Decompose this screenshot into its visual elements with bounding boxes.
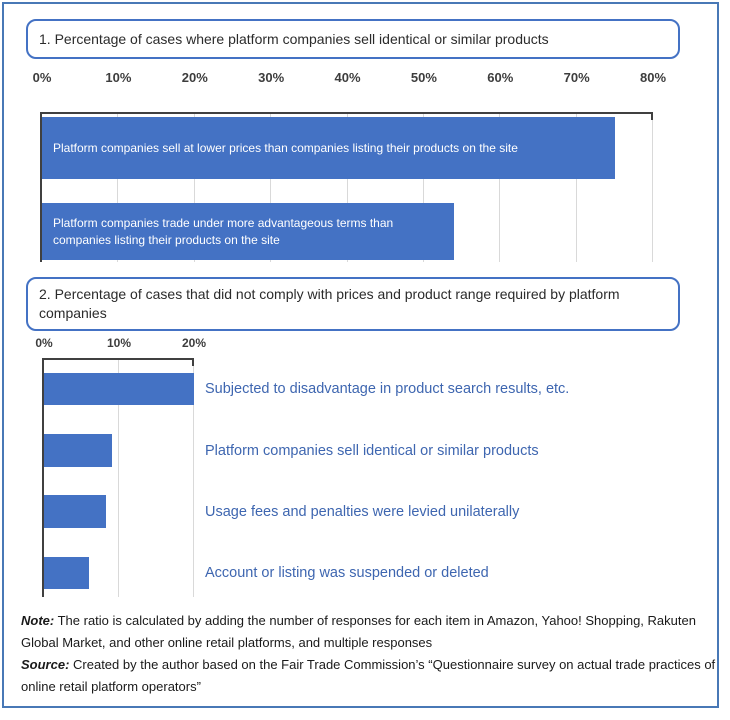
notes-block: Note: The ratio is calculated by adding … bbox=[21, 610, 722, 698]
chart2-plot-area: Subjected to disadvantage in product sea… bbox=[42, 358, 569, 597]
chart1-axis: 0% 10% 20% 30% 40% 50% 60% 70% 80% bbox=[33, 70, 666, 86]
bar-inner-label: Platform companies sell at lower prices … bbox=[53, 140, 518, 155]
gridline bbox=[422, 114, 424, 262]
gridline bbox=[652, 114, 653, 262]
source-text: Created by the author based on the Fair … bbox=[21, 657, 716, 694]
axis-tick-label-50: 50% bbox=[410, 70, 437, 85]
gridline bbox=[193, 360, 194, 597]
note-label: Note: bbox=[21, 613, 55, 628]
chart1-plot-area: Platform companies sell at lower prices … bbox=[40, 112, 653, 262]
gridline bbox=[346, 114, 348, 262]
note-paragraph: Note: The ratio is calculated by adding … bbox=[21, 610, 722, 654]
axis-tick-label-20: 20% bbox=[181, 70, 208, 85]
chart1-title-box: 1. Percentage of cases where platform co… bbox=[26, 19, 680, 59]
source-label: Source: bbox=[21, 657, 70, 672]
chart2-title: 2. Percentage of cases that did not comp… bbox=[39, 286, 620, 321]
gridline bbox=[575, 114, 577, 262]
bar-category-label: Account or listing was suspended or dele… bbox=[205, 565, 489, 581]
axis-tick-label-0: 0% bbox=[35, 336, 53, 350]
gridline bbox=[193, 114, 195, 262]
axis-tick-label-70: 70% bbox=[563, 70, 590, 85]
note-text: The ratio is calculated by adding the nu… bbox=[21, 613, 696, 650]
chart2-title-box: 2. Percentage of cases that did not comp… bbox=[26, 277, 680, 331]
gridline bbox=[499, 114, 501, 262]
chart2-bar-3 bbox=[44, 495, 107, 528]
chart1-bar-1: Platform companies sell at lower prices … bbox=[42, 117, 615, 179]
gridline bbox=[270, 114, 272, 262]
bar-category-label: Usage fees and penalties were levied uni… bbox=[205, 503, 520, 520]
chart2-bar-1 bbox=[44, 373, 194, 405]
axis-tick-label-20: 20% bbox=[181, 336, 207, 350]
axis-tick-label-40: 40% bbox=[334, 70, 361, 85]
axis-tick-label-10: 10% bbox=[105, 70, 132, 85]
chart2-bar-2 bbox=[44, 434, 112, 467]
chart2-axis: 0% 10% 20% bbox=[35, 336, 206, 352]
chart1-title: 1. Percentage of cases where platform co… bbox=[39, 30, 549, 47]
axis-tick-label-0: 0% bbox=[32, 70, 52, 85]
axis-tick-label-60: 60% bbox=[487, 70, 514, 85]
chart1-bar-2: Platform companies trade under more adva… bbox=[42, 203, 455, 260]
bar-inner-label: Platform companies trade under more adva… bbox=[53, 215, 394, 247]
axis-tick-label-80: 80% bbox=[639, 70, 667, 85]
gridline bbox=[117, 114, 119, 262]
figure-border bbox=[2, 2, 719, 708]
axis-tick-label-10: 10% bbox=[106, 336, 132, 350]
chart2-bar-4 bbox=[44, 557, 89, 589]
gridline bbox=[118, 360, 119, 597]
source-paragraph: Source: Created by the author based on t… bbox=[21, 654, 722, 698]
bar-category-label: Platform companies sell identical or sim… bbox=[205, 442, 539, 459]
axis-tick-label-30: 30% bbox=[258, 70, 285, 85]
bar-category-label: Subjected to disadvantage in product sea… bbox=[205, 381, 570, 397]
